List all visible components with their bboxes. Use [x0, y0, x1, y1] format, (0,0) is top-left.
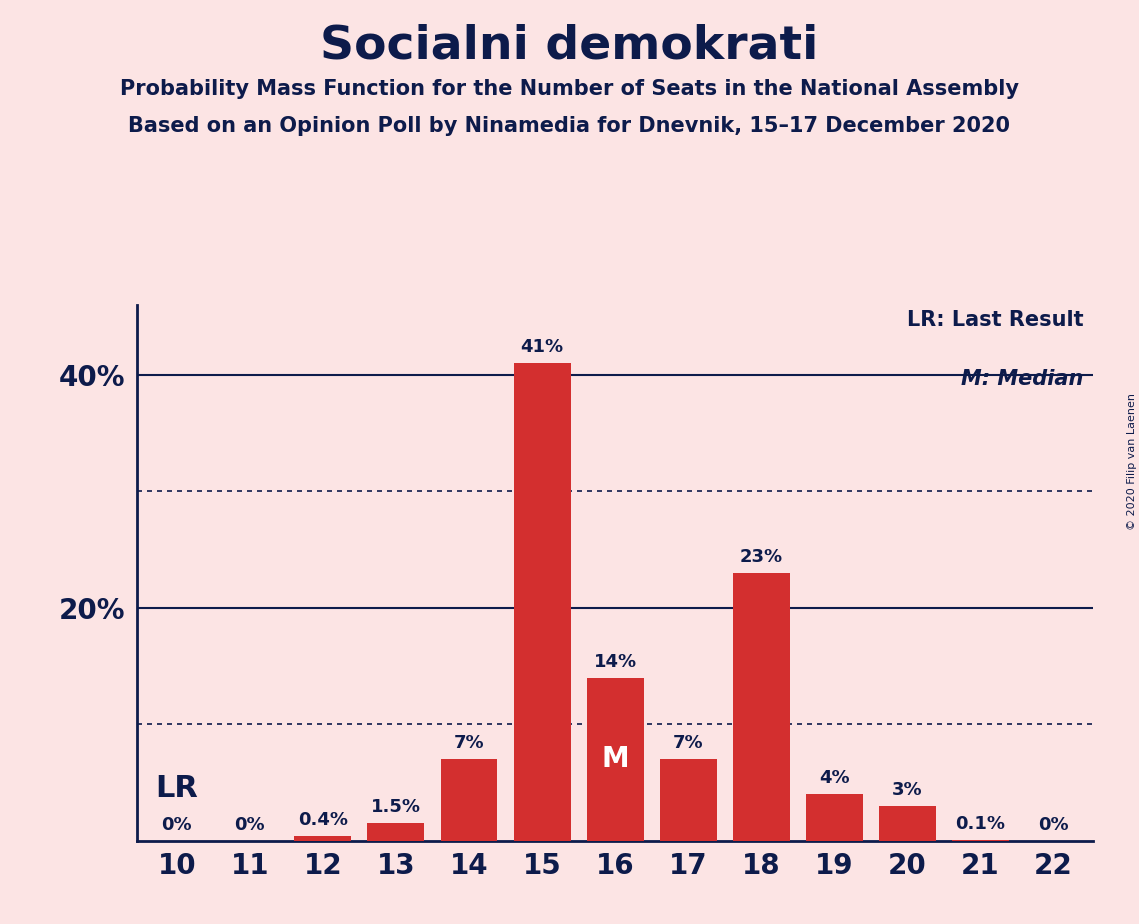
Text: 7%: 7%: [673, 735, 704, 752]
Text: 0.4%: 0.4%: [298, 811, 347, 829]
Bar: [368, 823, 425, 841]
Bar: [805, 795, 862, 841]
Text: 4%: 4%: [819, 770, 850, 787]
Text: 23%: 23%: [739, 548, 782, 565]
Bar: [441, 760, 498, 841]
Text: M: Median: M: Median: [961, 370, 1084, 389]
Text: 0.1%: 0.1%: [956, 815, 1006, 833]
Text: 0%: 0%: [1038, 816, 1068, 833]
Bar: [295, 836, 352, 841]
Bar: [732, 573, 789, 841]
Text: 41%: 41%: [521, 338, 564, 356]
Text: LR: Last Result: LR: Last Result: [908, 310, 1084, 330]
Text: 7%: 7%: [453, 735, 484, 752]
Text: Probability Mass Function for the Number of Seats in the National Assembly: Probability Mass Function for the Number…: [120, 79, 1019, 99]
Bar: [514, 363, 571, 841]
Text: 0%: 0%: [235, 816, 265, 833]
Bar: [878, 806, 935, 841]
Text: © 2020 Filip van Laenen: © 2020 Filip van Laenen: [1126, 394, 1137, 530]
Text: 14%: 14%: [593, 652, 637, 671]
Bar: [952, 840, 1009, 841]
Text: 3%: 3%: [892, 781, 923, 799]
Bar: [659, 760, 716, 841]
Text: 0%: 0%: [162, 816, 192, 833]
Text: Socialni demokrati: Socialni demokrati: [320, 23, 819, 68]
Text: Based on an Opinion Poll by Ninamedia for Dnevnik, 15–17 December 2020: Based on an Opinion Poll by Ninamedia fo…: [129, 116, 1010, 136]
Text: M: M: [601, 746, 629, 773]
Text: 1.5%: 1.5%: [371, 798, 421, 817]
Text: LR: LR: [155, 774, 198, 803]
Bar: [587, 677, 644, 841]
